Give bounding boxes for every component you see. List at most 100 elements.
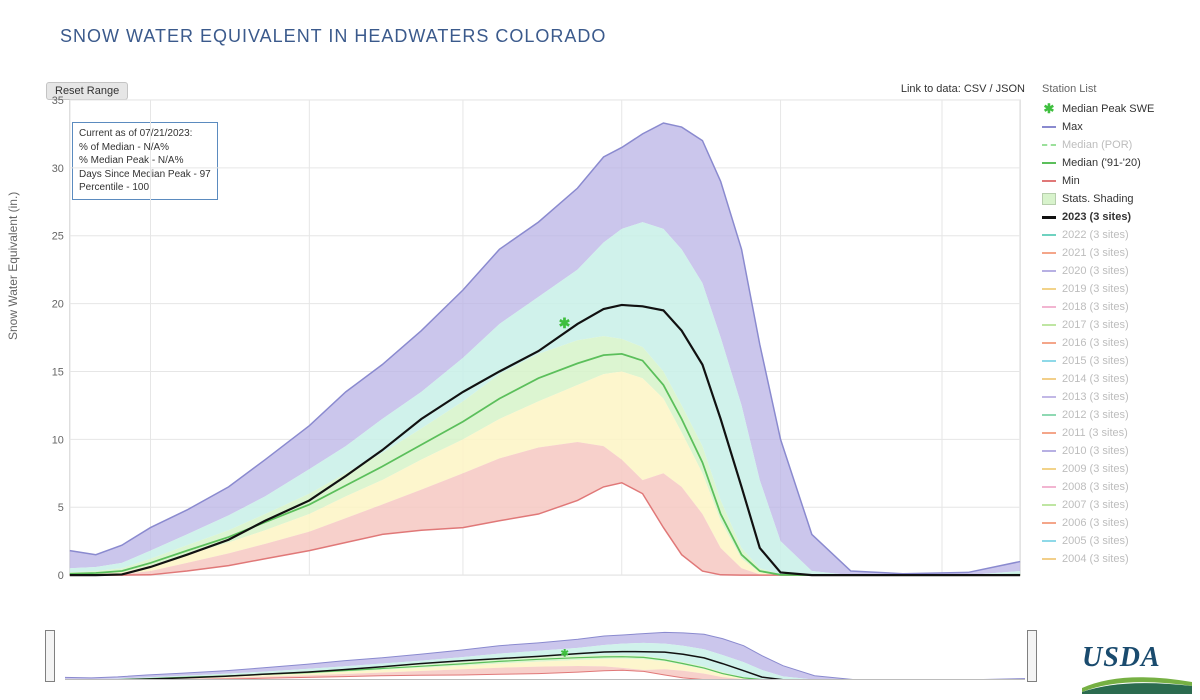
legend-item[interactable]: 2004 (3 sites) — [1042, 550, 1192, 568]
legend-label: 2015 (3 sites) — [1062, 352, 1129, 370]
legend-label: Min — [1062, 172, 1080, 190]
legend-label: 2016 (3 sites) — [1062, 334, 1129, 352]
legend-swatch-icon — [1042, 426, 1056, 440]
legend-swatch-icon — [1042, 138, 1056, 152]
legend-item[interactable]: 2019 (3 sites) — [1042, 280, 1192, 298]
legend-item[interactable]: Median ('91-'20) — [1042, 154, 1192, 172]
links-sep: / — [990, 83, 993, 95]
legend-item[interactable]: 2014 (3 sites) — [1042, 370, 1192, 388]
legend-item[interactable]: 2012 (3 sites) — [1042, 406, 1192, 424]
y-tick-label: 35 — [52, 95, 64, 107]
link-json[interactable]: JSON — [996, 83, 1025, 95]
range-brush-chart[interactable]: ✱ — [45, 630, 1035, 680]
legend-label: Max — [1062, 118, 1083, 136]
legend-label: 2012 (3 sites) — [1062, 406, 1129, 424]
legend-label: 2017 (3 sites) — [1062, 316, 1129, 334]
legend-item[interactable]: 2008 (3 sites) — [1042, 478, 1192, 496]
legend-item[interactable]: 2015 (3 sites) — [1042, 352, 1192, 370]
legend-title: Station List — [1042, 83, 1192, 95]
data-links: Link to data: CSV / JSON — [901, 83, 1025, 95]
x-tick-label: May 1 — [607, 584, 637, 585]
y-tick-label: 25 — [52, 231, 64, 243]
x-tick-label: Jan 1 — [296, 584, 323, 585]
legend-item[interactable]: 2017 (3 sites) — [1042, 316, 1192, 334]
chart-title: SNOW WATER EQUIVALENT IN HEADWATERS COLO… — [60, 25, 606, 48]
swe-chart[interactable]: 05101520253035✱Nov 1Jan 1Mar 1May 1Jul 1… — [45, 95, 1035, 585]
legend-item[interactable]: 2009 (3 sites) — [1042, 460, 1192, 478]
legend-item[interactable]: 2023 (3 sites) — [1042, 208, 1192, 226]
legend-item[interactable]: 2013 (3 sites) — [1042, 388, 1192, 406]
legend: ✱ Median Peak SWEMaxMedian (POR)Median ('… — [1042, 100, 1192, 568]
legend-swatch-icon — [1042, 246, 1056, 260]
x-tick-label: Mar 1 — [449, 584, 477, 585]
legend-swatch-icon — [1042, 174, 1056, 188]
legend-swatch-icon — [1042, 264, 1056, 278]
legend-swatch-icon — [1042, 156, 1056, 170]
legend-label: 2020 (3 sites) — [1062, 262, 1129, 280]
y-tick-label: 5 — [58, 502, 64, 514]
links-prefix: Link to data: — [901, 83, 961, 95]
legend-label: 2023 (3 sites) — [1062, 208, 1131, 226]
svg-text:✱: ✱ — [561, 649, 570, 660]
legend-item[interactable]: 2007 (3 sites) — [1042, 496, 1192, 514]
legend-swatch-icon — [1042, 318, 1056, 332]
legend-swatch-icon — [1042, 498, 1056, 512]
legend-swatch-icon — [1042, 210, 1056, 224]
legend-label: 2005 (3 sites) — [1062, 532, 1129, 550]
legend-item[interactable]: 2018 (3 sites) — [1042, 298, 1192, 316]
legend-swatch-icon — [1042, 462, 1056, 476]
y-tick-label: 30 — [52, 163, 64, 175]
legend-label: 2013 (3 sites) — [1062, 388, 1129, 406]
brush-handle-left[interactable] — [45, 630, 55, 682]
x-tick-label: Nov 1 — [136, 584, 164, 585]
legend-item[interactable]: Max — [1042, 118, 1192, 136]
legend-label: 2022 (3 sites) — [1062, 226, 1129, 244]
legend-label: Median (POR) — [1062, 136, 1132, 154]
legend-label: 2014 (3 sites) — [1062, 370, 1129, 388]
legend-swatch-icon — [1042, 516, 1056, 530]
legend-label: Stats. Shading — [1062, 190, 1134, 208]
legend-item[interactable]: Min — [1042, 172, 1192, 190]
legend-swatch-icon — [1042, 552, 1056, 566]
legend-swatch-icon — [1042, 228, 1056, 242]
y-tick-label: 0 — [58, 570, 64, 582]
link-csv[interactable]: CSV — [964, 83, 987, 95]
x-tick-label: Sep 1 — [928, 584, 956, 585]
legend-label: 2008 (3 sites) — [1062, 478, 1129, 496]
legend-item[interactable]: 2011 (3 sites) — [1042, 424, 1192, 442]
x-tick-label: Jul 1 — [769, 584, 792, 585]
legend-label: 2011 (3 sites) — [1062, 424, 1128, 442]
legend-item[interactable]: 2020 (3 sites) — [1042, 262, 1192, 280]
legend-item[interactable]: 2006 (3 sites) — [1042, 514, 1192, 532]
legend-swatch-icon — [1042, 480, 1056, 494]
legend-item[interactable]: Stats. Shading — [1042, 190, 1192, 208]
legend-label: 2021 (3 sites) — [1062, 244, 1129, 262]
legend-item[interactable]: 2010 (3 sites) — [1042, 442, 1192, 460]
legend-label: 2010 (3 sites) — [1062, 442, 1129, 460]
legend-label: Median ('91-'20) — [1062, 154, 1141, 172]
usda-text: USDA — [1082, 642, 1161, 673]
usda-logo: USDA — [1082, 642, 1192, 694]
legend-swatch-icon — [1042, 192, 1056, 206]
legend-label: 2006 (3 sites) — [1062, 514, 1129, 532]
legend-item[interactable]: 2016 (3 sites) — [1042, 334, 1192, 352]
legend-swatch-icon: ✱ — [1042, 102, 1056, 116]
legend-item[interactable]: 2022 (3 sites) — [1042, 226, 1192, 244]
legend-item[interactable]: 2005 (3 sites) — [1042, 532, 1192, 550]
brush-handle-right[interactable] — [1027, 630, 1037, 682]
legend-label: 2009 (3 sites) — [1062, 460, 1129, 478]
legend-swatch-icon — [1042, 336, 1056, 350]
legend-label: 2007 (3 sites) — [1062, 496, 1129, 514]
legend-item[interactable]: 2021 (3 sites) — [1042, 244, 1192, 262]
y-axis-label: Snow Water Equivalent (in.) — [6, 192, 20, 340]
legend-label: 2018 (3 sites) — [1062, 298, 1129, 316]
legend-swatch-icon — [1042, 534, 1056, 548]
legend-item[interactable]: ✱ Median Peak SWE — [1042, 100, 1192, 118]
legend-label: 2004 (3 sites) — [1062, 550, 1129, 568]
legend-swatch-icon — [1042, 372, 1056, 386]
legend-swatch-icon — [1042, 354, 1056, 368]
legend-item[interactable]: Median (POR) — [1042, 136, 1192, 154]
legend-swatch-icon — [1042, 390, 1056, 404]
legend-label: 2019 (3 sites) — [1062, 280, 1129, 298]
legend-label: Median Peak SWE — [1062, 100, 1154, 118]
